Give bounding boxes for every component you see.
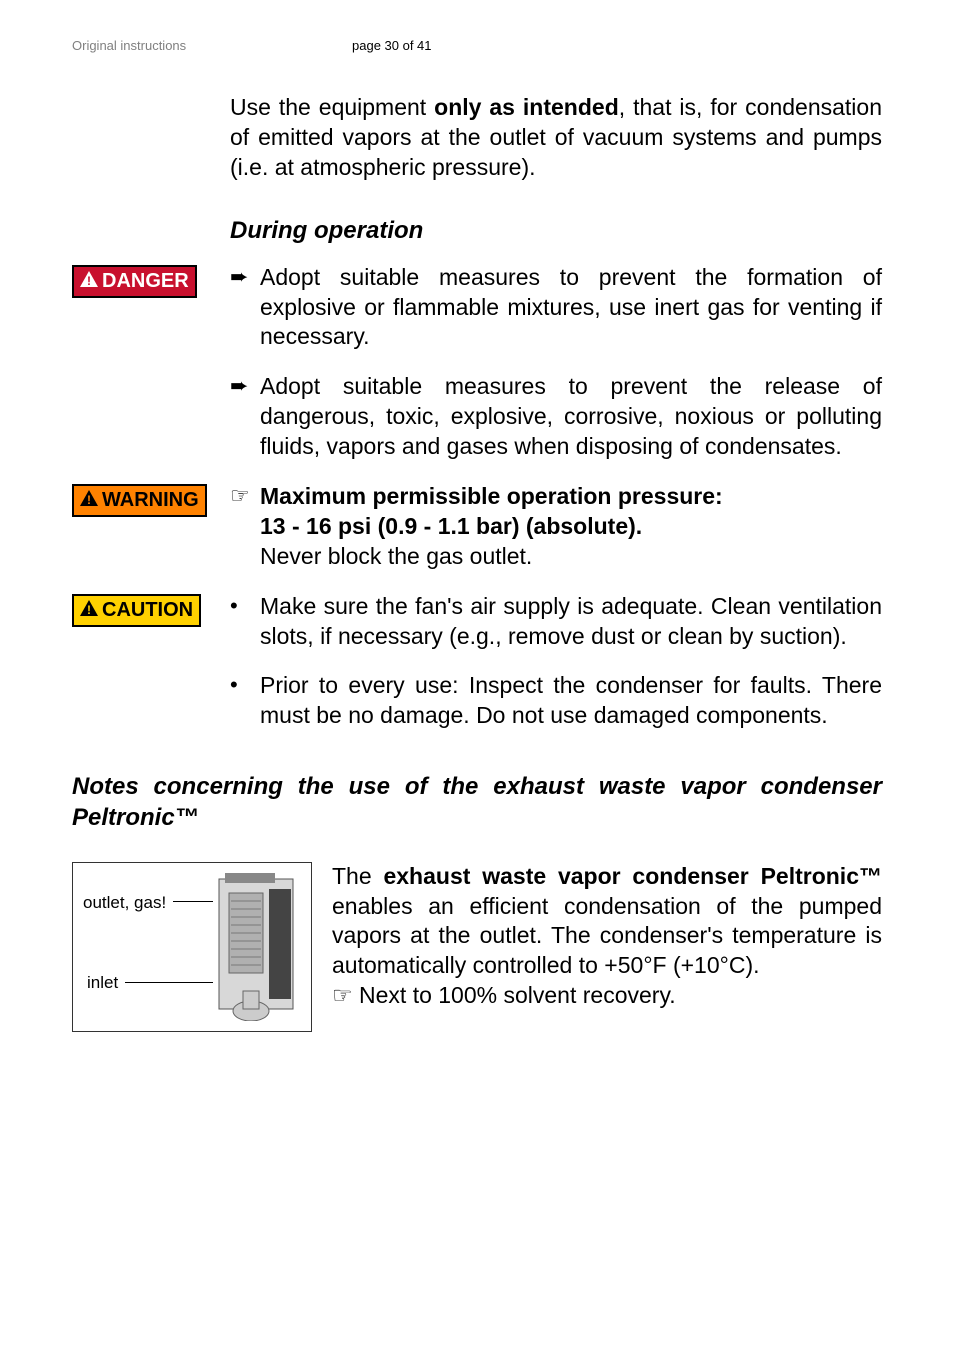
svg-text:!: ! — [87, 274, 91, 287]
notes-bold: exhaust waste vapor condenser Peltronic™ — [383, 863, 882, 889]
notes-post: enables an efficient condensation of the… — [332, 893, 882, 979]
hand-icon: ☞ — [332, 982, 353, 1008]
danger-badge: ! DANGER — [72, 265, 197, 298]
warning-triangle-icon: ! — [80, 599, 98, 622]
caution-item: • Prior to every use: Inspect the conden… — [230, 671, 882, 731]
caution-block: ! CAUTION • Make sure the fan's air supp… — [72, 592, 882, 652]
arrow-icon: ➨ — [230, 263, 260, 292]
warning-line3: Never block the gas outlet. — [260, 543, 532, 569]
arrow-icon: ➨ — [230, 372, 260, 401]
notes-section: outlet, gas! inlet — [72, 862, 882, 1032]
during-operation-heading: During operation — [230, 217, 882, 245]
notes-pre: The — [332, 863, 383, 889]
outlet-leader-line — [173, 901, 213, 902]
notes-recovery: Next to 100% solvent recovery. — [359, 982, 676, 1008]
notes-paragraph: The exhaust waste vapor condenser Peltro… — [332, 862, 882, 1011]
intro-pre: Use the equipment — [230, 94, 434, 120]
caution-block-2: • Prior to every use: Inspect the conden… — [72, 671, 882, 731]
condenser-diagram: outlet, gas! inlet — [72, 862, 312, 1032]
warning-item: ☞ Maximum permissible operation pressure… — [230, 482, 882, 572]
danger-block-2: ➨ Adopt suitable measures to prevent the… — [72, 372, 882, 462]
inlet-label: inlet — [87, 973, 118, 993]
device-illustration — [211, 871, 301, 1021]
caution-item-text: Make sure the fan's air supply is adequa… — [260, 592, 882, 652]
warning-badge: ! WARNING — [72, 484, 207, 517]
caution-item: • Make sure the fan's air supply is adeq… — [230, 592, 882, 652]
caution-label: CAUTION — [102, 599, 193, 622]
danger-item-text: Adopt suitable measures to prevent the f… — [260, 263, 882, 353]
warning-item-text: Maximum permissible operation pressure: … — [260, 482, 882, 572]
danger-block: ! DANGER ➨ Adopt suitable measures to pr… — [72, 263, 882, 353]
hand-icon: ☞ — [230, 482, 260, 511]
bullet-icon: • — [230, 671, 260, 700]
warning-line1: Maximum permissible operation pressure: — [260, 483, 723, 509]
caution-badge: ! CAUTION — [72, 594, 201, 627]
danger-item: ➨ Adopt suitable measures to prevent the… — [230, 263, 882, 353]
page-header: Original instructions page 30 of 41 — [72, 38, 882, 53]
original-instructions-label: Original instructions — [72, 38, 352, 53]
inlet-leader-line — [125, 982, 213, 983]
page-number: page 30 of 41 — [352, 38, 432, 53]
warning-label: WARNING — [102, 489, 199, 512]
danger-label: DANGER — [102, 270, 189, 293]
warning-line2: 13 - 16 psi (0.9 - 1.1 bar) (absolute). — [260, 513, 642, 539]
notes-heading: Notes concerning the use of the exhaust … — [72, 771, 882, 833]
intro-bold: only as intended — [434, 94, 619, 120]
svg-text:!: ! — [87, 603, 91, 616]
warning-block: ! WARNING ☞ Maximum permissible operatio… — [72, 482, 882, 572]
danger-item-text: Adopt suitable measures to prevent the r… — [260, 372, 882, 462]
warning-triangle-icon: ! — [80, 270, 98, 293]
svg-text:!: ! — [87, 493, 91, 506]
caution-item-text: Prior to every use: Inspect the condense… — [260, 671, 882, 731]
intro-paragraph: Use the equipment only as intended, that… — [230, 93, 882, 183]
bullet-icon: • — [230, 592, 260, 621]
warning-triangle-icon: ! — [80, 489, 98, 512]
danger-item: ➨ Adopt suitable measures to prevent the… — [230, 372, 882, 462]
outlet-label: outlet, gas! — [83, 893, 166, 913]
